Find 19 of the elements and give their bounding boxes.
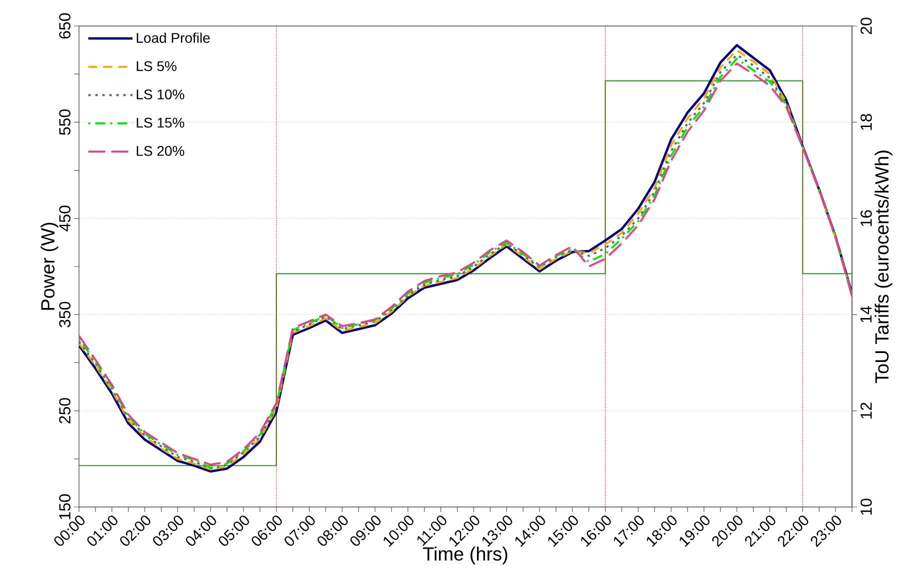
y2-tick-label: 10	[860, 498, 872, 515]
y2-tick-label: 20	[860, 18, 872, 34]
y-tick-label: 550	[59, 109, 70, 135]
y-tick-label: 250	[59, 398, 70, 424]
legend-label: LS 20%	[136, 146, 184, 156]
y2-tick-label: 18	[860, 114, 872, 130]
y-tick-label: 350	[59, 302, 70, 328]
y2-tick-label: 16	[860, 210, 872, 226]
legend-label: Load Profile	[136, 32, 210, 43]
y-tick-label: 450	[59, 206, 70, 232]
legend-label: LS 15%	[136, 118, 184, 128]
y2-tick-label: 14	[860, 306, 872, 322]
x-axis-title: Time (hrs)	[423, 546, 508, 564]
legend-label: LS 10%	[136, 89, 184, 100]
legend-label: LS 5%	[136, 61, 176, 72]
y2-axis-title: ToU Tariffs (eurocents/kWh)	[874, 150, 892, 384]
y-axis-title: Power (W)	[40, 222, 58, 310]
y-tick-label: 650	[59, 13, 70, 39]
y2-tick-label: 12	[860, 402, 872, 418]
